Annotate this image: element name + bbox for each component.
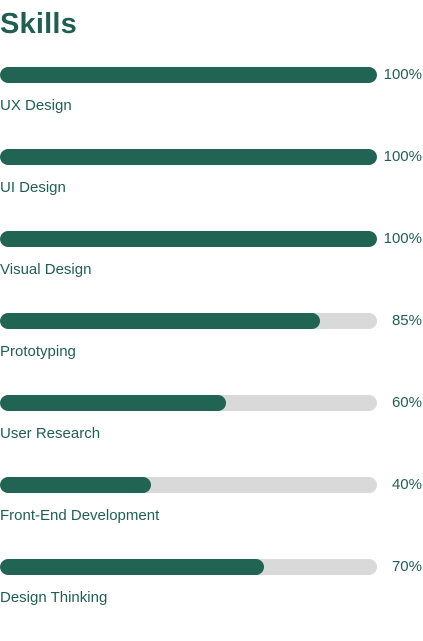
- skill-item: 100% UI Design: [0, 149, 423, 231]
- skill-percent: 100%: [384, 147, 422, 167]
- skill-progress-fill: [0, 67, 377, 83]
- skill-name: Front-End Development: [0, 506, 159, 526]
- skill-list: 100% UX Design 100% UI Design 100% Visua…: [0, 67, 423, 641]
- skill-name: Prototyping: [0, 342, 76, 362]
- skill-name: UI Design: [0, 178, 66, 198]
- skill-progress-track: [0, 67, 377, 83]
- skill-progress-track: [0, 477, 377, 493]
- skill-item: 100% Visual Design: [0, 231, 423, 313]
- skill-progress-fill: [0, 313, 320, 329]
- skill-item: 100% UX Design: [0, 67, 423, 149]
- skill-item: 60% User Research: [0, 395, 423, 477]
- skill-progress-track: [0, 231, 377, 247]
- skill-item: 40% Front-End Development: [0, 477, 423, 559]
- skill-percent: 100%: [384, 229, 422, 249]
- skill-progress-track: [0, 395, 377, 411]
- skill-percent: 85%: [392, 311, 422, 331]
- skill-name: User Research: [0, 424, 100, 444]
- skill-percent: 60%: [392, 393, 422, 413]
- skill-progress-fill: [0, 559, 264, 575]
- skill-progress-track: [0, 149, 377, 165]
- skill-progress-track: [0, 559, 377, 575]
- page-title: Skills: [0, 5, 77, 43]
- skill-percent: 100%: [384, 65, 422, 85]
- skill-progress-track: [0, 313, 377, 329]
- skill-item: 70% Design Thinking: [0, 559, 423, 641]
- skill-item: 85% Prototyping: [0, 313, 423, 395]
- skill-progress-fill: [0, 149, 377, 165]
- skill-name: UX Design: [0, 96, 72, 116]
- skill-percent: 70%: [392, 557, 422, 577]
- skill-percent: 40%: [392, 475, 422, 495]
- skill-progress-fill: [0, 477, 151, 493]
- skill-name: Visual Design: [0, 260, 91, 280]
- skill-progress-fill: [0, 395, 226, 411]
- skill-progress-fill: [0, 231, 377, 247]
- skill-name: Design Thinking: [0, 588, 107, 608]
